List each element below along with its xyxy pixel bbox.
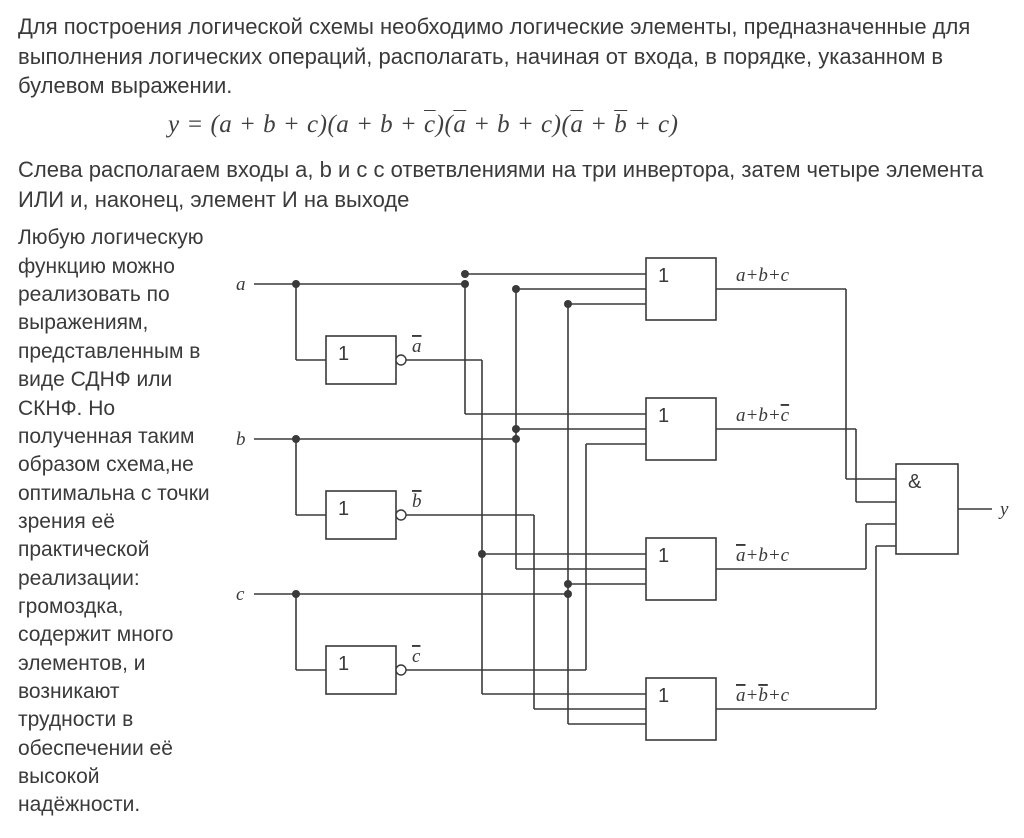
paragraph-3: Любую логическую функцию можно реализова… bbox=[18, 224, 222, 819]
svg-text:a+b+c: a+b+c bbox=[736, 545, 790, 566]
svg-text:a: a bbox=[236, 274, 246, 295]
svg-text:1: 1 bbox=[338, 343, 349, 365]
formula-rhs: (a + b + c)(a + b + c)(a + b + c)(a + b … bbox=[210, 111, 678, 138]
svg-text:a+b+c: a+b+c bbox=[736, 685, 790, 706]
svg-text:a+b+c: a+b+c bbox=[736, 265, 790, 286]
svg-text:b: b bbox=[412, 491, 422, 512]
svg-text:1: 1 bbox=[338, 653, 349, 675]
svg-text:1: 1 bbox=[658, 405, 669, 427]
svg-text:a: a bbox=[412, 336, 422, 357]
svg-text:b: b bbox=[236, 429, 246, 450]
svg-text:1: 1 bbox=[338, 498, 349, 520]
paragraph-2: Слева располагаем входы a, b и c с ответ… bbox=[18, 155, 1006, 214]
boolean-formula: y = (a + b + c)(a + b + c)(a + b + c)(a … bbox=[168, 111, 1006, 139]
svg-text:1: 1 bbox=[658, 685, 669, 707]
logic-circuit-diagram: a b c 1 a 1 b 1 c 1 a+b+c 1 a+b+c 1 a+b+c 1 a+b+c & y bbox=[226, 224, 1016, 769]
svg-text:1: 1 bbox=[658, 545, 669, 567]
paragraph-1: Для построения логической схемы необходи… bbox=[18, 12, 1006, 101]
svg-text:&: & bbox=[908, 471, 922, 493]
svg-text:c: c bbox=[236, 584, 245, 605]
svg-text:a+b+c: a+b+c bbox=[736, 405, 790, 426]
svg-text:c: c bbox=[412, 646, 421, 667]
svg-text:y: y bbox=[998, 499, 1009, 520]
formula-lhs: y bbox=[168, 111, 180, 138]
svg-text:1: 1 bbox=[658, 265, 669, 287]
